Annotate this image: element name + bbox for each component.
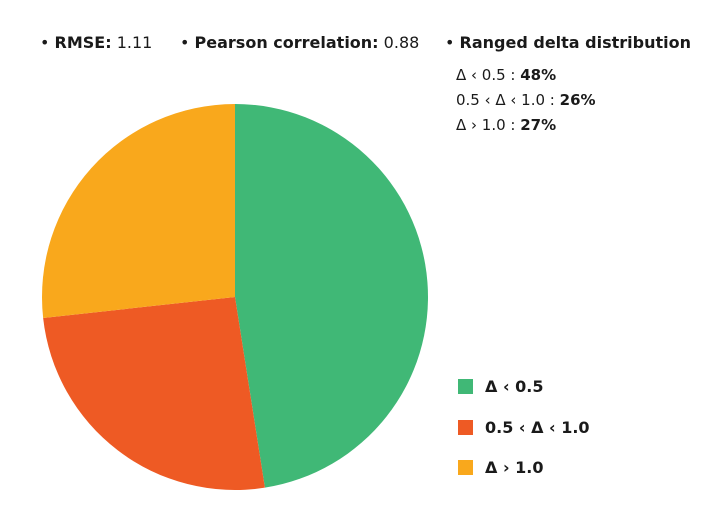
- distribution-line-value: 27%: [520, 116, 557, 134]
- legend-label: Δ ‹ 0.5: [485, 377, 544, 396]
- legend-swatch: [458, 420, 473, 435]
- bullet: •: [40, 33, 50, 52]
- distribution-line-value: 26%: [559, 91, 596, 109]
- bullet: •: [180, 33, 190, 52]
- distribution-line: Δ › 1.0 : 27%: [456, 116, 556, 134]
- legend-label: Δ › 1.0: [485, 458, 544, 477]
- distribution-title-text: Ranged delta distribution: [459, 33, 692, 52]
- legend-label: 0.5 ‹ Δ ‹ 1.0: [485, 418, 590, 437]
- pearson-stat: • Pearson correlation: 0.88: [180, 33, 419, 53]
- distribution-line-label: 0.5 ‹ Δ ‹ 1.0 :: [456, 91, 560, 109]
- legend-swatch: [458, 379, 473, 394]
- pie-slice-3: [41, 104, 235, 318]
- pie-slice-2: [43, 297, 265, 491]
- pearson-value: 0.88: [383, 33, 420, 52]
- legend-item: 0.5 ‹ Δ ‹ 1.0: [458, 419, 590, 437]
- rmse-value: 1.11: [116, 33, 153, 52]
- distribution-line-label: Δ ‹ 0.5 :: [456, 66, 521, 84]
- legend-item: Δ › 1.0: [458, 459, 543, 477]
- rmse-label: RMSE:: [54, 33, 112, 52]
- distribution-title: • Ranged delta distribution: [445, 33, 691, 53]
- distribution-line-label: Δ › 1.0 :: [456, 116, 521, 134]
- rmse-stat: • RMSE: 1.11: [40, 33, 152, 53]
- legend-item: Δ ‹ 0.5: [458, 378, 543, 396]
- distribution-line-value: 48%: [520, 66, 557, 84]
- legend-swatch: [458, 460, 473, 475]
- pearson-label: Pearson correlation:: [194, 33, 379, 52]
- distribution-line: 0.5 ‹ Δ ‹ 1.0 : 26%: [456, 91, 596, 109]
- bullet: •: [445, 33, 455, 52]
- pie-slice-1: [235, 104, 429, 488]
- distribution-line: Δ ‹ 0.5 : 48%: [456, 66, 556, 84]
